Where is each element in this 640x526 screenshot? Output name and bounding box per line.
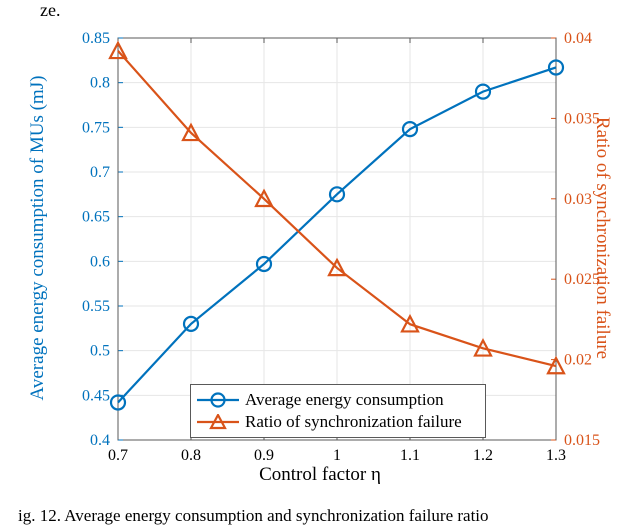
y-right-tick-label: 0.03: [564, 191, 592, 208]
y-left-tick-label: 0.65: [82, 209, 110, 226]
x-tick-label: 0.8: [181, 447, 201, 464]
x-tick-label: 0.9: [254, 447, 274, 464]
y-right-tick-label: 0.02: [564, 352, 592, 369]
y-left-tick-label: 0.85: [82, 30, 110, 47]
legend-swatch-ratio: [197, 414, 239, 430]
y-left-tick-label: 0.8: [90, 75, 110, 92]
y-left-tick-label: 0.5: [90, 343, 110, 360]
x-tick-label: 0.7: [108, 447, 128, 464]
y-right-tick-label: 0.015: [564, 432, 600, 449]
y-left-tick-label: 0.45: [82, 387, 110, 404]
y-left-axis-label: Average energy consumption of MUs (mJ): [27, 76, 49, 401]
legend-label: Average energy consumption: [245, 390, 444, 410]
x-tick-label: 1.3: [546, 447, 566, 464]
y-left-tick-label: 0.6: [90, 253, 110, 270]
legend-swatch-energy: [197, 392, 239, 408]
y-right-tick-label: 0.04: [564, 30, 592, 47]
y-right-axis-label: Ratio of synchronization failure: [591, 117, 613, 359]
legend-item: Ratio of synchronization failure: [197, 411, 477, 433]
legend: Average energy consumption Ratio of sync…: [190, 384, 486, 438]
caption-fragment: ig. 12. Average energy consumption and s…: [18, 506, 489, 526]
y-left-tick-label: 0.55: [82, 298, 110, 315]
x-tick-label: 1.2: [473, 447, 493, 464]
page: ze. Average energy consumption of MUs (m…: [0, 0, 640, 526]
x-tick-label: 1.1: [400, 447, 420, 464]
stray-text-top: ze.: [40, 0, 60, 21]
y-left-tick-label: 0.7: [90, 164, 110, 181]
legend-item: Average energy consumption: [197, 389, 477, 411]
y-left-tick-label: 0.4: [90, 432, 110, 449]
legend-label: Ratio of synchronization failure: [245, 412, 462, 432]
chart-container: Average energy consumption of MUs (mJ) R…: [20, 24, 620, 504]
x-tick-label: 1: [333, 447, 341, 464]
y-left-tick-label: 0.75: [82, 119, 110, 136]
x-axis-label: Control factor η: [259, 464, 381, 486]
